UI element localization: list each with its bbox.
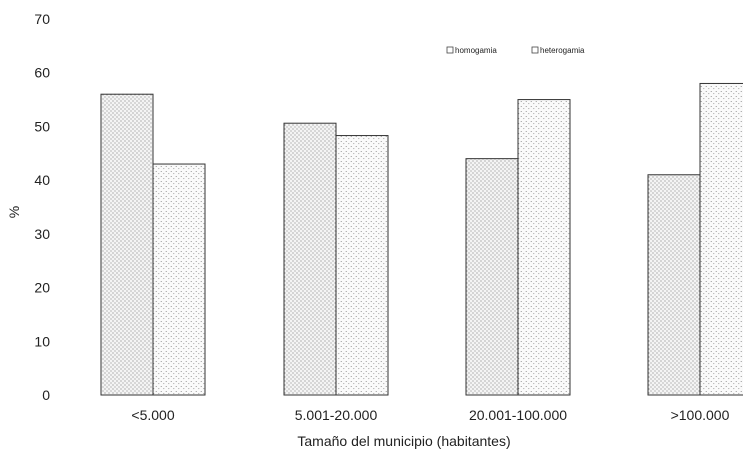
bar-heterogamia xyxy=(152,163,206,396)
legend-swatch-homogamia xyxy=(446,46,454,54)
x-axis-title: Tamaño del municipio (habitantes) xyxy=(297,433,510,449)
y-tick-label: 20 xyxy=(34,280,50,296)
bar-homogamia xyxy=(100,93,154,396)
bar-homogamia xyxy=(465,158,519,396)
legend: homogamia heterogamia xyxy=(446,46,585,55)
y-tick-label: 10 xyxy=(34,333,50,349)
bars-group xyxy=(100,82,743,396)
bar-heterogamia xyxy=(699,82,743,396)
legend-swatch-heterogamia xyxy=(531,46,539,54)
y-tick-label: 70 xyxy=(34,11,50,27)
y-tick-label: 40 xyxy=(34,172,50,188)
x-tick-label: <5.000 xyxy=(131,407,174,423)
bar-homogamia xyxy=(647,174,701,396)
bar-heterogamia xyxy=(517,99,571,396)
x-axis: <5.000 5.001-20.000 20.001-100.000 >100.000 xyxy=(131,407,729,423)
y-tick-label: 0 xyxy=(42,387,50,403)
x-tick-label: >100.000 xyxy=(671,407,730,423)
legend-label-homogamia: homogamia xyxy=(455,46,497,55)
bar-homogamia xyxy=(283,122,337,396)
y-tick-label: 60 xyxy=(34,65,50,81)
bar-heterogamia xyxy=(335,135,389,396)
x-tick-label: 5.001-20.000 xyxy=(295,407,378,423)
y-tick-label: 50 xyxy=(34,118,50,134)
y-axis: 0 10 20 30 40 50 60 70 xyxy=(34,11,50,403)
x-tick-label: 20.001-100.000 xyxy=(469,407,567,423)
y-tick-label: 30 xyxy=(34,226,50,242)
legend-label-heterogamia: heterogamia xyxy=(540,46,585,55)
y-axis-title: % xyxy=(6,206,22,218)
